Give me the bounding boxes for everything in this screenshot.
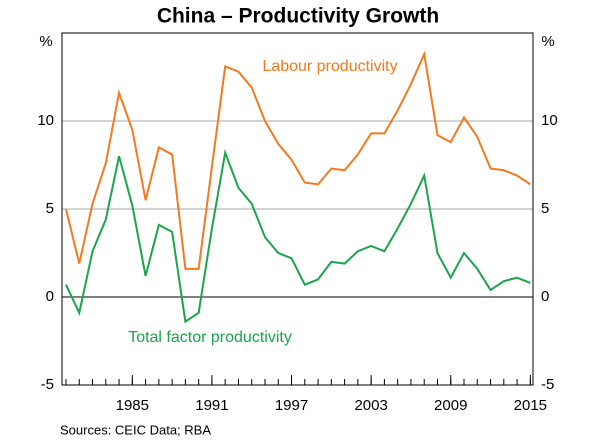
y2-tick-label: 0	[541, 288, 549, 305]
y2-unit: %	[541, 33, 554, 50]
y2-tick-label: 10	[541, 112, 558, 129]
line-series	[65, 50, 531, 270]
y2-tick-label: 5	[541, 200, 549, 217]
chart-title: China – Productivity Growth	[157, 5, 439, 28]
x-tick-label: 2003	[354, 397, 387, 414]
x-tick-label: 1985	[116, 397, 149, 414]
x-tick-label: 2009	[434, 397, 467, 414]
y-tick-label: 10	[37, 112, 54, 129]
y-tick-label: 0	[46, 288, 54, 305]
source: Sources: CEIC Data; RBA	[60, 422, 211, 437]
x-tick-label: 2015	[514, 397, 547, 414]
series-label: Total factor productivity	[128, 329, 292, 346]
plot-frame	[61, 32, 534, 386]
y-tick-label: 5	[46, 200, 54, 217]
series-label: Labour productivity	[262, 58, 397, 75]
x-tick-label: 1991	[195, 397, 228, 414]
line-series	[65, 148, 531, 324]
y2-tick-label: -5	[541, 376, 554, 393]
x-tick-label: 1997	[275, 397, 308, 414]
y-tick-label: -5	[41, 376, 54, 393]
y-unit: %	[39, 33, 52, 50]
